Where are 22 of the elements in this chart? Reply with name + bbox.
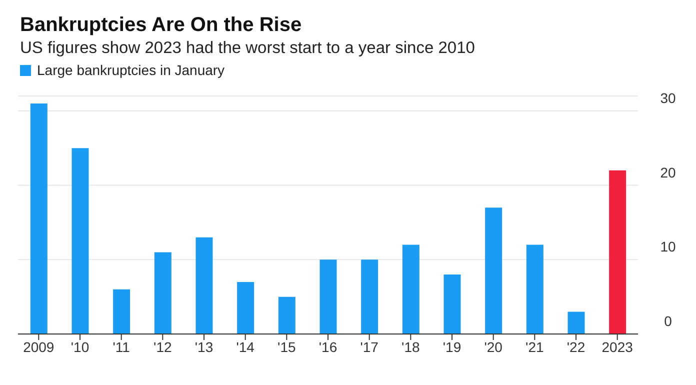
y-tick-label: 0 <box>664 313 672 329</box>
chart-title: Bankruptcies Are On the Rise <box>20 13 303 37</box>
x-tick-label: '16 <box>318 338 338 355</box>
legend-label: Large bankruptcies in January <box>37 62 225 78</box>
x-tick-label: '12 <box>154 338 172 355</box>
x-tick-label: '17 <box>360 338 379 355</box>
x-tick-label: 2023 <box>602 338 634 355</box>
x-tick-label: '22 <box>566 338 586 355</box>
x-tick-label: '14 <box>236 338 255 355</box>
x-tick-label: '13 <box>194 338 214 355</box>
x-tick-label: 2009 <box>23 338 54 355</box>
x-tick-label: '18 <box>402 338 420 355</box>
x-tick-label: '15 <box>278 338 296 355</box>
x-tick-label: '10 <box>70 338 90 355</box>
x-tick-label: '11 <box>112 338 130 355</box>
x-tick-label: '21 <box>526 338 544 355</box>
x-tick-label: '19 <box>442 338 462 355</box>
y-tick-label: 20 <box>660 164 676 180</box>
x-tick-label: '20 <box>484 338 503 355</box>
y-tick-label: 10 <box>660 238 676 255</box>
y-tick-label: 30 <box>660 90 676 106</box>
chart-subtitle: US figures show 2023 had the worst start to a year since 2010 <box>20 39 476 58</box>
